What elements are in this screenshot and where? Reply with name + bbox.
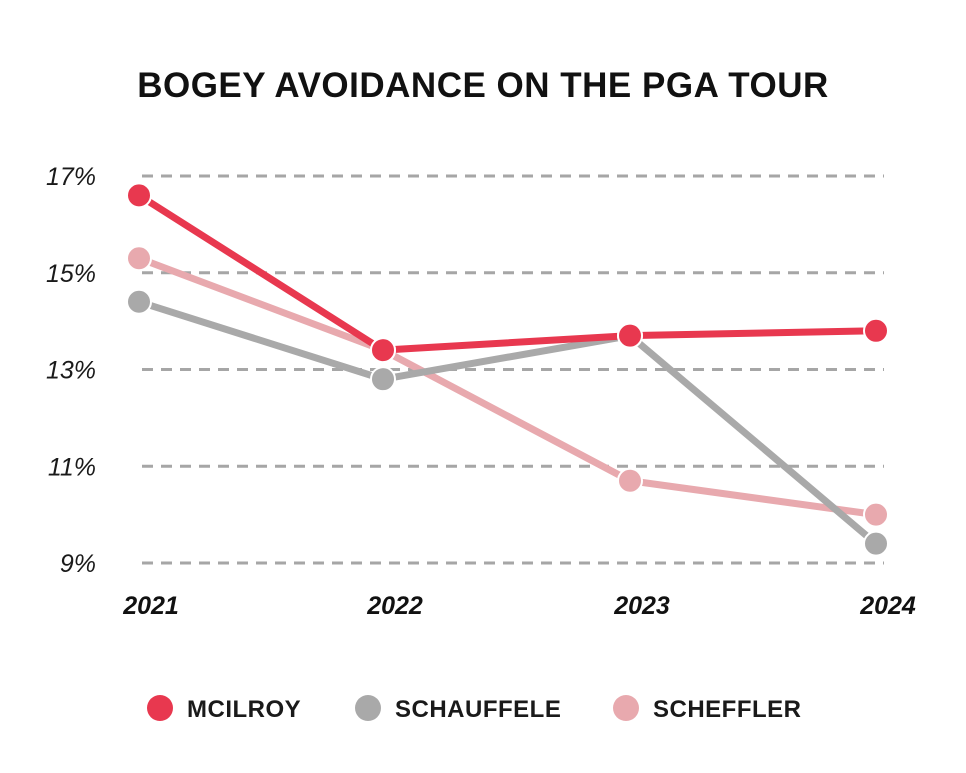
series-line-scheffler (135, 254, 880, 519)
legend-item: MCILROY (147, 695, 301, 723)
y-tick-label: 17% (46, 163, 96, 191)
data-point (863, 317, 889, 344)
legend-label: SCHEFFLER (653, 696, 802, 723)
legend-marker (613, 695, 639, 721)
y-tick-label: 11% (48, 453, 96, 481)
series-points-mcilroy (126, 182, 889, 364)
legend-label: SCHAUFFELE (395, 696, 561, 723)
x-tick-label: 2021 (122, 592, 179, 620)
series-line-schauffele (135, 298, 880, 548)
grid-layer (142, 174, 884, 565)
data-point (617, 322, 643, 349)
series-points (126, 182, 889, 557)
y-tick-label: 13% (46, 357, 96, 385)
legend-item: SCHEFFLER (613, 695, 802, 723)
chart-title: BOGEY AVOIDANCE ON THE PGA TOUR (137, 66, 829, 105)
data-point (863, 501, 889, 528)
legend-item: SCHAUFFELE (355, 695, 561, 723)
y-tick-label: 9% (60, 550, 96, 578)
legend-label: MCILROY (187, 696, 301, 723)
series-scheffler (135, 254, 880, 519)
x-axis-ticks: 2021 2022 2023 2024 (122, 592, 916, 620)
legend-marker (147, 695, 173, 721)
series-line-mcilroy (135, 191, 880, 354)
data-point (863, 530, 889, 557)
legend-marker (355, 695, 381, 721)
y-tick-label: 15% (46, 260, 96, 288)
data-point (126, 182, 152, 209)
series-mcilroy (135, 191, 880, 354)
data-point (370, 337, 396, 364)
x-tick-label: 2022 (366, 592, 423, 620)
data-point (617, 467, 643, 494)
data-point (126, 288, 152, 315)
data-point (126, 245, 152, 272)
y-axis-ticks: 17% 15% 13% 11% 9% (46, 163, 96, 578)
x-tick-label: 2024 (859, 592, 916, 620)
data-point (370, 366, 396, 393)
x-tick-label: 2023 (613, 592, 670, 620)
legend: MCILROY SCHAUFFELE SCHEFFLER (147, 695, 802, 723)
series-schauffele (135, 298, 880, 548)
series-points-scheffler (126, 245, 889, 528)
series-lines (135, 191, 880, 548)
